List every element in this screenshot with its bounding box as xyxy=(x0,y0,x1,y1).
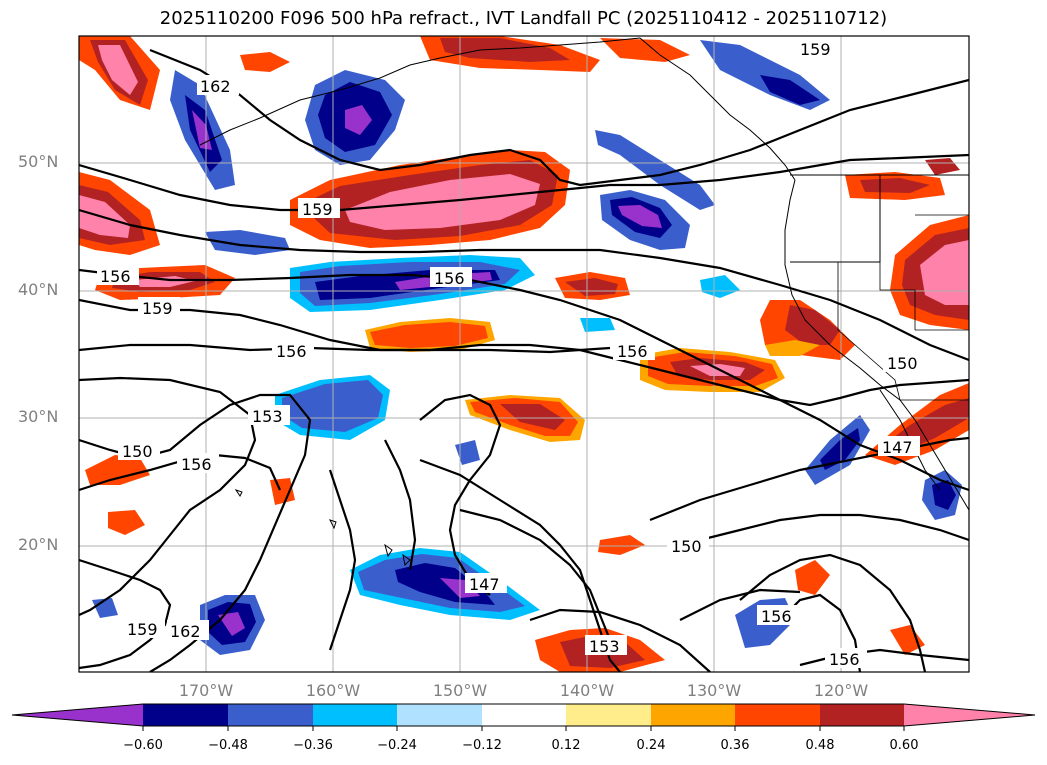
colorbar-segment xyxy=(397,704,482,726)
lon-tick-label: 140°W xyxy=(559,681,615,700)
contour-label: 153 xyxy=(589,637,620,656)
colorbar-segment xyxy=(566,704,651,726)
lon-tick-label: 150°W xyxy=(432,681,488,700)
contour-label: 159 xyxy=(142,299,173,318)
contour-label: 153 xyxy=(252,407,283,426)
colorbar-tick-label: 0.48 xyxy=(805,738,835,753)
contour-label: 156 xyxy=(434,269,465,288)
contour-label: 156 xyxy=(100,267,131,286)
colorbar-extend-right xyxy=(904,704,1035,726)
contour-label: 156 xyxy=(181,455,212,474)
contour-label: 159 xyxy=(800,40,831,59)
colorbar-segment xyxy=(228,704,313,726)
lon-tick-label: 170°W xyxy=(178,681,234,700)
lon-tick-label: 130°W xyxy=(686,681,742,700)
colorbar-tick-label: −0.60 xyxy=(123,738,163,753)
contour-labels: 162 162 159 159 159 159 156 156 156 156 … xyxy=(97,38,925,669)
lat-tick-label: 50°N xyxy=(18,152,59,171)
map-title: 2025110200 F096 500 hPa refract., IVT La… xyxy=(159,8,888,29)
colorbar-segment xyxy=(820,704,904,726)
colorbar-segment xyxy=(313,704,397,726)
colorbar-extend-left xyxy=(12,704,143,726)
colorbar-tick-label: −0.36 xyxy=(293,738,333,753)
lon-tick-label: 120°W xyxy=(813,681,869,700)
contour-label: 150 xyxy=(122,442,153,461)
colorbar-tick-label: −0.12 xyxy=(462,738,502,753)
contour-label: 147 xyxy=(882,438,913,457)
lat-tick-label: 40°N xyxy=(18,280,59,299)
contour-label: 159 xyxy=(302,200,333,219)
colorbar-segment xyxy=(143,704,228,726)
colorbar-tick-label: −0.48 xyxy=(208,738,248,753)
colorbar-segment xyxy=(482,704,566,726)
contour-label: 162 xyxy=(170,622,201,641)
contour-label: 156 xyxy=(276,342,307,361)
colorbar-tick-label: 0.24 xyxy=(636,738,666,753)
contour-label: 159 xyxy=(127,620,158,639)
lon-tick-label: 160°W xyxy=(305,681,361,700)
colorbar-tick-label: −0.24 xyxy=(377,738,417,753)
colorbar-tick-label: 0.36 xyxy=(720,738,750,753)
lat-tick-label: 30°N xyxy=(18,407,59,426)
map-plot-area: 162 162 159 159 159 159 156 156 156 156 … xyxy=(79,36,969,672)
colorbar-tick-label: 0.12 xyxy=(551,738,581,753)
colorbar xyxy=(11,703,1036,731)
colorbar-segment xyxy=(735,704,820,726)
contour-label: 156 xyxy=(617,342,648,361)
contour-label: 156 xyxy=(829,650,860,669)
colorbar-segment xyxy=(651,704,735,726)
contour-label: 162 xyxy=(200,77,231,96)
height-contours xyxy=(79,48,969,672)
colorbar-tick-label: 0.60 xyxy=(889,738,919,753)
contour-label: 150 xyxy=(671,537,702,556)
contour-label: 156 xyxy=(761,607,792,626)
lat-tick-label: 20°N xyxy=(18,535,59,554)
contour-label: 147 xyxy=(469,575,500,594)
map-frame xyxy=(78,35,970,673)
contour-label: 150 xyxy=(887,354,918,373)
coastlines xyxy=(199,37,969,567)
